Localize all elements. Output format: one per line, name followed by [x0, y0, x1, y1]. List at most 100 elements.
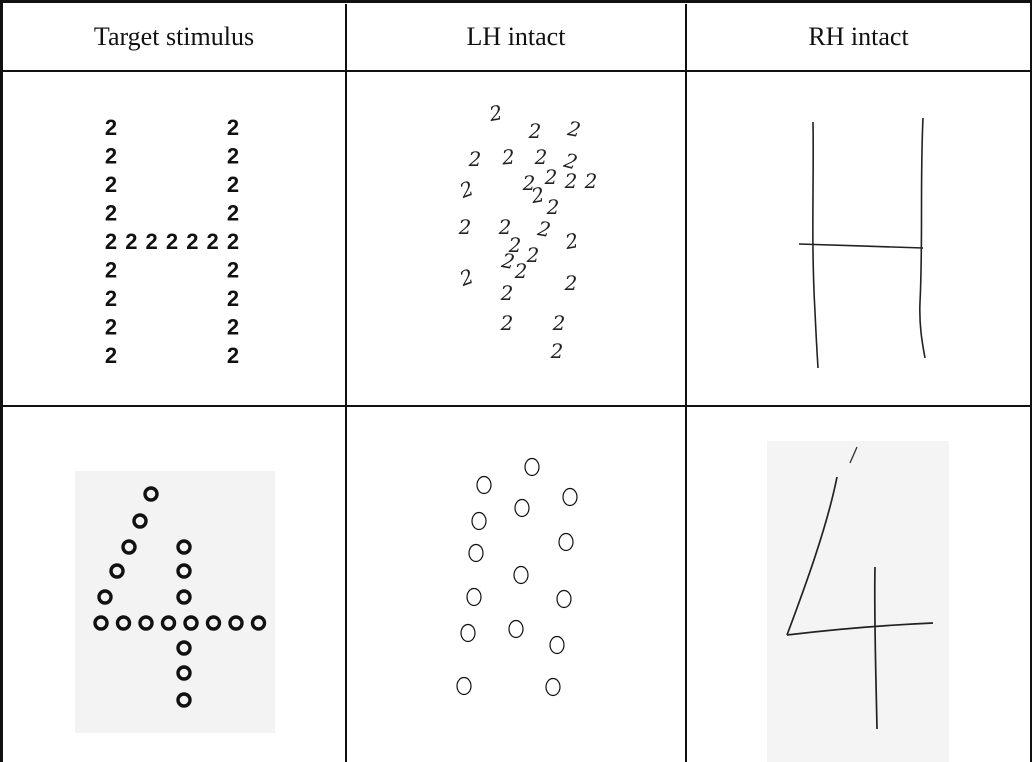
- handwritten-o-mark: [562, 487, 578, 507]
- handwritten-o-mark: [476, 475, 492, 495]
- handwritten-2-mark: 2: [564, 169, 578, 193]
- letter-o-mark: [183, 615, 199, 631]
- handwritten-2-mark: 2: [561, 148, 580, 175]
- handwritten-2-mark: 2: [584, 169, 598, 193]
- handwritten-2-mark: 2: [546, 195, 560, 219]
- handwritten-2-mark: 2: [528, 182, 546, 208]
- handwritten-2-mark: 2: [500, 311, 514, 335]
- column-divider-1: [345, 4, 347, 762]
- handwritten-2-mark: 2: [564, 271, 578, 295]
- handwritten-2-mark: 2: [456, 176, 477, 203]
- letter-o-mark: [176, 665, 192, 681]
- letter-o-mark: [160, 615, 177, 631]
- digit-2-mark: 2: [227, 315, 239, 340]
- handwritten-2-mark: 2: [535, 216, 553, 242]
- handwritten-o-mark: [514, 498, 530, 518]
- digit-2-mark: 2: [105, 115, 117, 140]
- digit-2-mark: 2: [227, 343, 239, 368]
- handwritten-2-mark: 2: [468, 147, 482, 171]
- digit-2-mark: 2: [227, 115, 239, 140]
- letter-o-mark: [138, 615, 154, 631]
- rh-4-drawing: [767, 441, 949, 762]
- handwritten-o-mark: [508, 619, 524, 639]
- letter-o-mark: [176, 692, 192, 708]
- digit-2-mark: 2: [207, 229, 219, 254]
- digit-2-mark: 2: [105, 258, 117, 283]
- handwritten-2-mark: 2: [526, 243, 540, 267]
- letter-o-mark: [176, 589, 192, 605]
- target-h-drawing: 2 22 22 22 22 22 22 22 22 22 2 2 2 2: [105, 115, 239, 368]
- handwritten-2-mark: 2: [458, 215, 472, 239]
- handwritten-2-mark: 2: [500, 281, 514, 305]
- digit-2-mark: 2: [166, 229, 178, 254]
- target-stimulus-4: [3, 407, 345, 762]
- digit-2-mark: 2: [105, 315, 117, 340]
- handwritten-2-mark: 2: [552, 311, 566, 335]
- letter-o-mark: [205, 615, 222, 631]
- digit-2-mark: 2: [105, 172, 117, 197]
- column-divider-2: [685, 4, 687, 762]
- digit-2-mark: 2: [227, 172, 239, 197]
- handwritten-2-mark: 2: [498, 215, 512, 239]
- handwritten-o-mark: [466, 587, 482, 607]
- handwritten-o-mark: [471, 511, 487, 531]
- handwritten-2-mark: 2: [550, 339, 564, 363]
- letter-o-mark: [176, 640, 192, 656]
- handwritten-o-mark: [456, 676, 472, 696]
- handwritten-2-mark: 2: [500, 145, 516, 170]
- handwritten-2-mark: 2: [514, 259, 528, 283]
- digit-2-mark: 2: [146, 229, 158, 254]
- letter-o-mark: [115, 615, 132, 631]
- digit-2-mark: 2: [186, 229, 198, 254]
- handwritten-o-mark: [549, 635, 565, 655]
- handwritten-o-mark: [468, 543, 484, 563]
- digit-2-mark: 2: [125, 229, 137, 254]
- header-rh-intact: RH intact: [808, 22, 909, 51]
- handwritten-2-mark: 2: [528, 119, 542, 143]
- digit-2-mark: 2: [105, 286, 117, 311]
- letter-o-mark: [109, 563, 125, 579]
- letter-o-mark: [228, 615, 244, 631]
- letter-o-mark: [97, 589, 113, 605]
- digit-2-mark: 2: [105, 343, 117, 368]
- lh-4-drawing: [456, 457, 578, 697]
- letter-o-mark: [250, 615, 267, 631]
- handwritten-2-mark: 2: [522, 171, 536, 195]
- header-target-stimulus: Target stimulus: [93, 22, 255, 51]
- letter-o-mark: [176, 539, 192, 555]
- digit-2-mark: 2: [105, 201, 117, 226]
- handwritten-2-mark: 2: [565, 116, 583, 142]
- handwritten-2-mark: 2: [486, 100, 504, 126]
- letter-o-mark: [132, 513, 148, 529]
- lh-intact-response-4: [347, 407, 685, 762]
- digit-2-mark: 2: [105, 144, 117, 169]
- handwritten-o-mark: [556, 589, 572, 609]
- rh-intact-response-H: [687, 72, 1030, 405]
- letter-o-mark: [93, 615, 109, 631]
- row-divider: [0, 405, 1032, 407]
- handwritten-o-mark: [524, 457, 540, 477]
- handwritten-2-mark: 2: [499, 248, 517, 274]
- rh-intact-response-4: [687, 407, 1030, 762]
- digit-2-mark: 2: [227, 229, 239, 254]
- handwritten-o-mark: [545, 677, 561, 697]
- handwritten-2-mark: 2: [534, 145, 548, 169]
- rh-h-drawing: [798, 117, 926, 369]
- target-4-drawing: [75, 471, 275, 733]
- digit-2-mark: 2: [227, 258, 239, 283]
- handwritten-2-mark: 2: [562, 228, 580, 254]
- digit-2-mark: 2: [227, 286, 239, 311]
- handwritten-2-mark: 2: [456, 264, 477, 291]
- handwritten-2-mark: 2: [508, 233, 522, 257]
- letter-o-mark: [176, 563, 192, 579]
- handwritten-2-mark: 2: [544, 165, 558, 189]
- header-lh-intact: LH intact: [466, 22, 566, 51]
- header-divider: [0, 70, 1032, 72]
- letter-o-mark: [143, 486, 159, 502]
- digit-2-mark: 2: [227, 144, 239, 169]
- digit-2-mark: 2: [227, 201, 239, 226]
